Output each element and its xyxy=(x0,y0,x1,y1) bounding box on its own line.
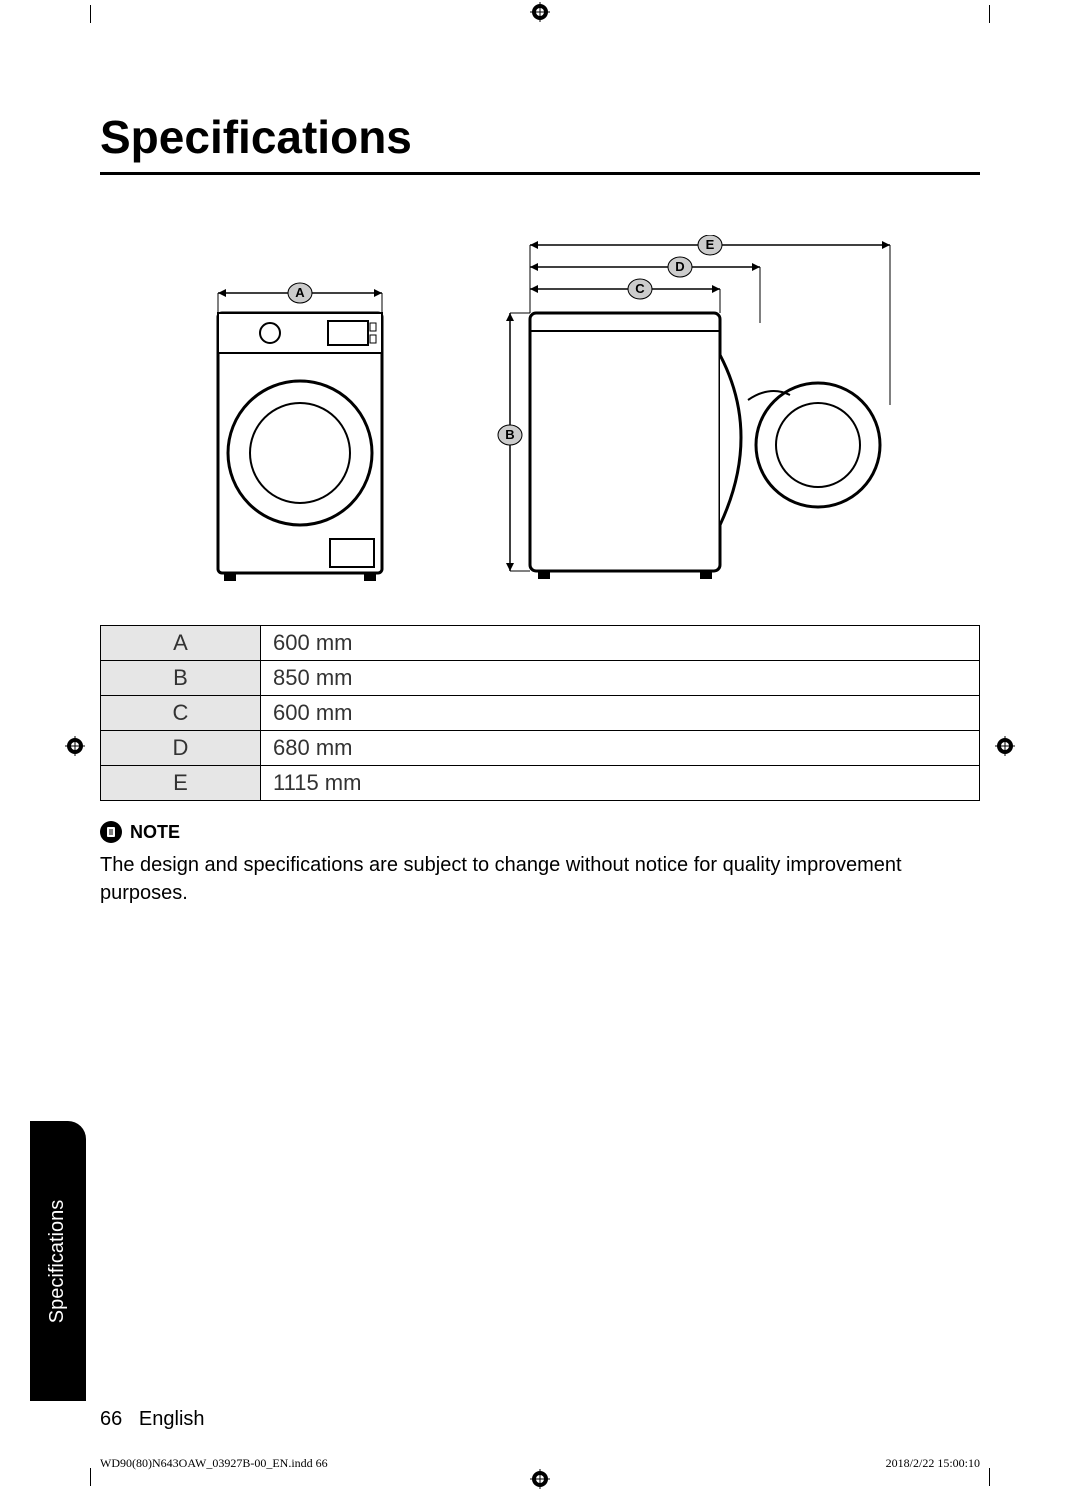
table-row: D 680 mm xyxy=(101,731,980,766)
dimension-diagrams: A xyxy=(100,235,980,595)
dim-label-E: E xyxy=(706,237,715,252)
registration-mark-left xyxy=(65,736,85,756)
table-row: A 600 mm xyxy=(101,626,980,661)
table-cell-value: 850 mm xyxy=(261,661,980,696)
note-label: NOTE xyxy=(130,822,180,843)
page-title: Specifications xyxy=(100,110,980,175)
note-heading: NOTE xyxy=(100,821,980,843)
table-cell-label: B xyxy=(101,661,261,696)
dim-label-C: C xyxy=(635,281,645,296)
file-indd-date: 2018/2/22 15:00:10 xyxy=(886,1456,980,1471)
table-row: B 850 mm xyxy=(101,661,980,696)
page-number: 66 xyxy=(100,1408,122,1430)
table-row: C 600 mm xyxy=(101,696,980,731)
dim-label-A: A xyxy=(295,285,305,300)
file-indd-name: WD90(80)N643OAW_03927B-00_EN.indd 66 xyxy=(100,1456,328,1471)
registration-mark-right xyxy=(995,736,1015,756)
page-footer: 66 English xyxy=(100,1408,205,1431)
dim-label-B: B xyxy=(505,427,514,442)
dimensions-table: A 600 mm B 850 mm C 600 mm D 680 mm E 11… xyxy=(100,625,980,801)
table-cell-value: 1115 mm xyxy=(261,766,980,801)
registration-mark-top xyxy=(530,2,550,22)
table-cell-label: A xyxy=(101,626,261,661)
section-tab-label: Specifications xyxy=(47,1199,70,1322)
note-text: The design and specifications are subjec… xyxy=(100,851,980,907)
table-cell-label: E xyxy=(101,766,261,801)
page-language: English xyxy=(139,1408,205,1430)
washer-front-diagram: A xyxy=(170,275,430,595)
washer-side-diagram: E D C xyxy=(470,235,910,595)
table-cell-value: 600 mm xyxy=(261,626,980,661)
table-row: E 1115 mm xyxy=(101,766,980,801)
table-cell-value: 680 mm xyxy=(261,731,980,766)
registration-mark-bottom xyxy=(530,1469,550,1489)
section-tab: Specifications xyxy=(30,1121,86,1401)
table-cell-value: 600 mm xyxy=(261,696,980,731)
note-icon xyxy=(100,821,122,843)
table-cell-label: C xyxy=(101,696,261,731)
dim-label-D: D xyxy=(675,259,684,274)
table-cell-label: D xyxy=(101,731,261,766)
